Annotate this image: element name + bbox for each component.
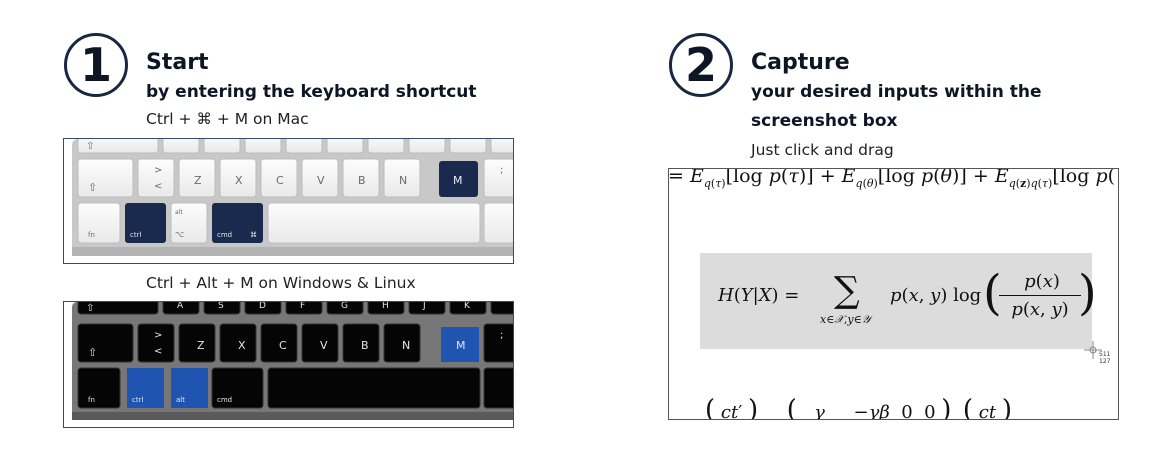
mac-key-fn: fn [88,231,95,239]
capture-demo-image: = Eq(τ)[log p(τ)] + Eq(θ)[log p(θ)] + Eq… [668,168,1119,420]
mac-key-x: X [235,174,243,187]
mac-shift-glyph: ⇧ [88,181,97,194]
win-key-x: X [238,339,246,352]
cursor-y-readout: 127 [1099,358,1111,365]
cursor-x-readout: 511 [1099,351,1111,358]
mac-shift-top-glyph: ⇧ [86,141,94,152]
mac-key-c: C [276,174,284,187]
win-key-b: B [361,339,369,352]
mac-key-b: B [358,174,366,187]
crosshair-cursor-icon [1084,341,1102,359]
win-angle-top: > [154,330,162,341]
win-shift-glyph: ⇧ [88,346,97,359]
step-2-number: 2 [684,38,717,92]
win-key-cmd: cmd [217,396,232,404]
mac-key-alt: alt [175,209,183,216]
step-1-title: Start [146,50,209,75]
step-1-badge: 1 [64,33,128,97]
win-key-k: K [464,302,471,311]
win-key-ctrl: ctrl [132,396,143,404]
mac-keyboard-image: ⇧ ⇧ > < Z X C V B N M ; [63,138,514,264]
windows-shortcut-hint: Ctrl + Alt + M on Windows & Linux [146,274,416,292]
win-key-g: G [341,302,348,311]
win-key-alt: alt [176,396,185,404]
mac-m-key-highlight [439,161,478,197]
win-alt-key-highlight [171,368,208,408]
win-ctrl-key-highlight [127,368,164,408]
mac-shortcut-hint: Ctrl + ⌘ + M on Mac [146,110,309,128]
win-key-h: H [382,302,389,311]
mac-key-v: V [317,174,325,187]
mac-key-cmd-glyph: ⌘ [250,231,257,239]
mac-key-alt-glyph: ⌥ [175,230,184,239]
win-key-semicolon: ; [500,330,503,341]
step-2-badge: 2 [669,33,733,97]
mac-key-lt: < [154,181,162,192]
win-key-j: J [422,302,426,311]
win-key-lt: < [154,346,162,357]
main-formula: H(Y|X) = ∑ x∈𝒳,y∈𝒴 p(x, y) log ( p(x) p(… [718,265,1097,326]
step-2-subtitle-line2: screenshot box [751,111,898,131]
win-m-key-highlight [441,327,479,362]
win-key-f: F [300,302,305,311]
mac-key-semicolon: ; [500,165,503,176]
mac-key-n: N [399,174,407,187]
win-key-m: M [456,339,466,352]
step-2-subtitle-line1: your desired inputs within the [751,82,1042,102]
top-formula: = Eq(τ)[log p(τ)] + Eq(θ)[log p(θ)] + Eq… [668,168,1116,190]
bottom-formula: ( ct′ ) ( γ −γβ 0 0 ) ( ct ) [705,395,1012,420]
step-1-subtitle: by entering the keyboard shortcut [146,82,477,102]
windows-keyboard-image: ⇧ A S D F G H J K ⇧ > < Z X C V B N M ; [63,301,514,428]
win-key-s: S [218,302,224,311]
mac-key-z: Z [194,174,202,187]
step-2-hint: Just click and drag [751,141,894,159]
step-2-title: Capture [751,50,850,75]
mac-key-cmd: cmd [217,231,232,239]
win-key-z: Z [197,339,205,352]
win-key-a: A [177,302,184,311]
step-1-number: 1 [79,38,112,92]
mac-cmd-key-highlight [212,203,263,243]
win-key-v: V [320,339,328,352]
win-key-fn: fn [88,396,95,404]
win-shift-top-glyph: ⇧ [86,303,94,314]
selection-box[interactable] [700,253,1092,349]
win-key-c: C [279,339,287,352]
win-key-n: N [402,339,410,352]
mac-key-m: M [453,174,463,187]
mac-ctrl-key-highlight [125,203,166,243]
mac-angle-top: > [154,165,162,176]
mac-key-ctrl: ctrl [130,231,141,239]
win-key-d: D [259,302,266,311]
